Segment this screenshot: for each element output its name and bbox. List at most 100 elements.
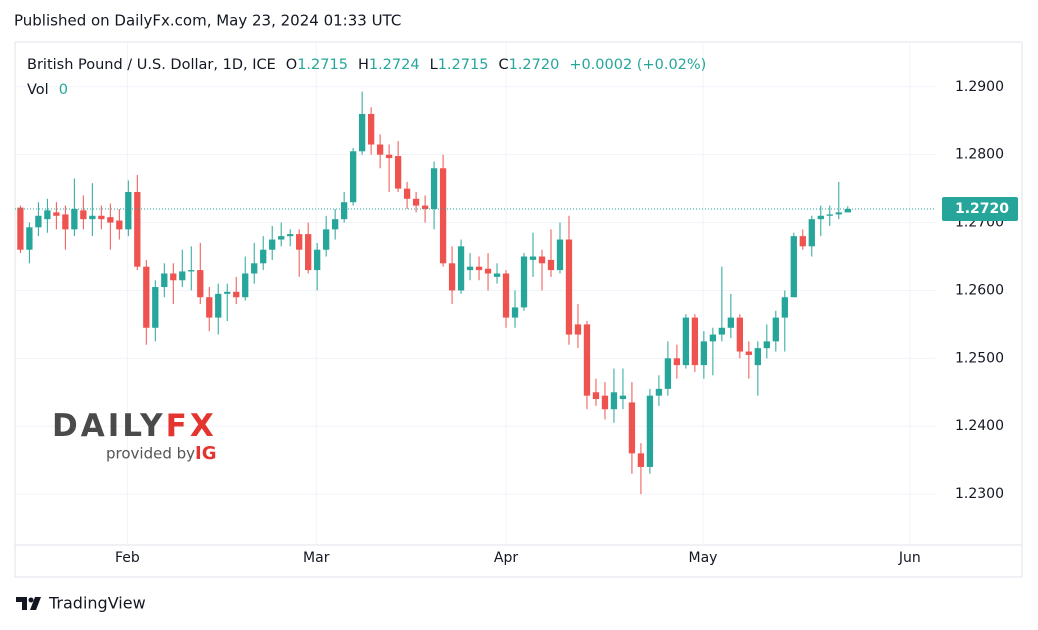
x-tick-label: May xyxy=(689,550,718,566)
candle-body xyxy=(215,293,222,318)
published-note: Published on DailyFx.com, May 23, 2024 0… xyxy=(14,12,401,30)
candle-body xyxy=(80,210,87,220)
candle-body xyxy=(664,358,672,389)
candle-body xyxy=(17,207,24,250)
candle-body xyxy=(107,217,114,223)
y-tick-label: 1.2400 xyxy=(955,418,1004,434)
candle-body xyxy=(224,291,231,294)
candle-body xyxy=(619,395,627,400)
candle-body xyxy=(251,263,258,274)
candle-body xyxy=(170,273,177,281)
candle-body xyxy=(628,402,636,454)
candle-body xyxy=(206,297,213,318)
tradingview-logo: TradingView xyxy=(16,594,146,613)
candle-body xyxy=(448,263,456,291)
candle-body xyxy=(197,270,204,298)
candle-body xyxy=(655,388,663,396)
candle-body xyxy=(844,208,851,213)
legend-symbol: British Pound / U.S. Dollar, 1D, ICE xyxy=(27,57,276,73)
candle-body xyxy=(314,249,321,271)
x-tick-label: Apr xyxy=(494,550,518,566)
candle-body xyxy=(89,215,96,220)
y-tick-label: 1.2600 xyxy=(955,282,1004,298)
candle-body xyxy=(358,113,366,152)
legend-o: O xyxy=(286,57,297,73)
candle-body xyxy=(727,317,735,328)
candle-body xyxy=(790,236,797,298)
candle-body xyxy=(502,273,510,318)
candle-body xyxy=(143,266,150,328)
candle-body xyxy=(736,317,743,352)
candle-body xyxy=(35,215,42,228)
candle-body xyxy=(835,212,842,215)
candle-body xyxy=(817,215,824,220)
legend-line: British Pound / U.S. Dollar, 1D, ICE O1.2… xyxy=(27,57,706,73)
candle-body xyxy=(511,307,519,318)
y-tick-label: 1.2500 xyxy=(955,350,1004,366)
candle-body xyxy=(349,151,357,203)
legend-h: H xyxy=(358,57,369,73)
candle-body xyxy=(242,273,249,298)
candle-body xyxy=(376,144,384,155)
legend-l: L xyxy=(430,57,438,73)
candle-body xyxy=(772,317,779,342)
candle-body xyxy=(547,259,555,271)
legend-close: 1.2720 xyxy=(509,57,560,73)
candle-body xyxy=(44,210,51,220)
chart-frame xyxy=(14,41,1023,578)
candle-body xyxy=(98,215,105,220)
candle-body xyxy=(583,324,591,396)
candle-body xyxy=(179,271,186,281)
candle-body xyxy=(781,297,788,318)
candle-body xyxy=(691,317,699,366)
candle-body xyxy=(763,341,770,349)
y-tick-label: 1.2300 xyxy=(955,486,1004,502)
candle-body xyxy=(385,154,393,159)
candle-body xyxy=(287,234,294,237)
candle-body xyxy=(269,239,276,250)
candle-body xyxy=(754,348,761,366)
candle-body xyxy=(412,198,420,206)
candle-body xyxy=(305,234,312,271)
footer-brand: TradingView xyxy=(48,594,146,613)
last-price-label: 1.2720 xyxy=(955,201,1009,217)
watermark-ig: IG xyxy=(195,443,216,464)
candle-body xyxy=(439,168,447,264)
legend-vol: Vol xyxy=(27,82,49,98)
y-tick-label: 1.2800 xyxy=(955,147,1004,163)
candle-body xyxy=(161,273,168,288)
candle-body xyxy=(493,273,501,277)
candle-body xyxy=(125,192,132,230)
candle-body xyxy=(278,236,285,240)
candle-body xyxy=(260,249,267,264)
candle-body xyxy=(574,324,582,335)
tv-icon-dot xyxy=(28,597,34,603)
legend-high: 1.2724 xyxy=(369,57,420,73)
legend-open: 1.2715 xyxy=(297,57,348,73)
x-tick-label: Jun xyxy=(898,550,921,566)
candle-body xyxy=(610,392,618,410)
candle-body xyxy=(808,219,815,247)
candle-body xyxy=(71,208,78,230)
candle-body xyxy=(682,317,690,366)
y-tick-label: 1.2900 xyxy=(955,79,1004,95)
tv-icon xyxy=(16,597,41,610)
candle-body xyxy=(673,358,681,366)
candle-body xyxy=(826,214,833,216)
candle-body xyxy=(152,287,159,328)
candle-body xyxy=(62,214,69,230)
candle-body xyxy=(700,341,708,366)
x-tick-label: Mar xyxy=(303,550,330,566)
candle-body xyxy=(53,212,60,216)
legend-low: 1.2715 xyxy=(438,57,489,73)
candle-body xyxy=(565,239,573,335)
candle-body xyxy=(332,219,339,230)
candle-body xyxy=(475,266,483,271)
legend-volume: Vol 0 xyxy=(27,82,68,98)
candle-body xyxy=(799,236,806,247)
candle-body xyxy=(520,256,528,308)
watermark-daily: DAILY xyxy=(52,408,166,444)
candle-body xyxy=(323,229,330,250)
watermark-fx: FX xyxy=(166,408,217,444)
